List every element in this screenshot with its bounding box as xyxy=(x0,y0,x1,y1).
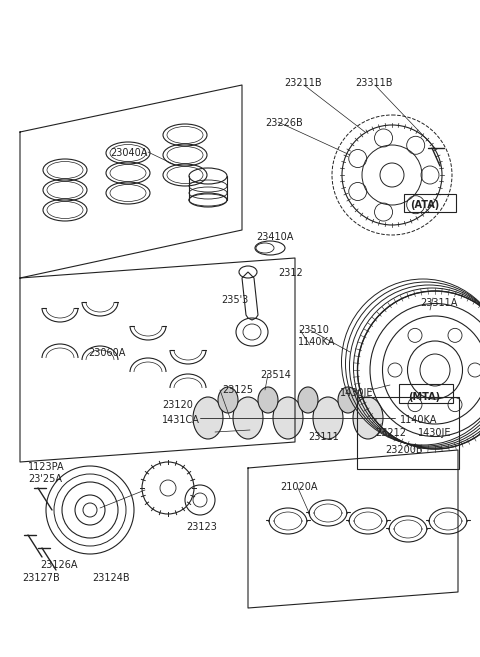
Text: 23060A: 23060A xyxy=(88,348,125,358)
Text: 23120: 23120 xyxy=(162,400,193,410)
Text: 1431CA: 1431CA xyxy=(162,415,200,425)
Text: 23410A: 23410A xyxy=(256,232,293,242)
Text: (MTA): (MTA) xyxy=(408,392,440,402)
Text: 23200B: 23200B xyxy=(385,445,422,455)
Text: (ATA): (ATA) xyxy=(410,200,439,210)
Text: 1430JE: 1430JE xyxy=(418,428,452,438)
Text: 1140KA: 1140KA xyxy=(400,415,437,425)
Text: 235'3: 235'3 xyxy=(221,295,248,305)
Text: 23124B: 23124B xyxy=(92,573,130,583)
Text: 23510: 23510 xyxy=(298,325,329,335)
Ellipse shape xyxy=(338,387,358,413)
Ellipse shape xyxy=(313,397,343,439)
Text: 23126A: 23126A xyxy=(40,560,77,570)
Text: 23040A: 23040A xyxy=(110,148,147,158)
Text: 1140KA: 1140KA xyxy=(298,337,336,347)
Text: 21020A: 21020A xyxy=(280,482,317,492)
Text: 2312: 2312 xyxy=(278,268,303,278)
Text: 23212: 23212 xyxy=(375,428,406,438)
Ellipse shape xyxy=(193,397,223,439)
Ellipse shape xyxy=(258,387,278,413)
Ellipse shape xyxy=(298,387,318,413)
Text: 23127B: 23127B xyxy=(22,573,60,583)
Ellipse shape xyxy=(233,397,263,439)
Text: 23514: 23514 xyxy=(260,370,291,380)
Text: 23125: 23125 xyxy=(222,385,253,395)
Text: 1123PA: 1123PA xyxy=(28,462,65,472)
Text: 23'25A: 23'25A xyxy=(28,474,62,484)
Text: 23311B: 23311B xyxy=(355,78,393,88)
Text: 23211B: 23211B xyxy=(284,78,322,88)
Text: 23111: 23111 xyxy=(308,432,339,442)
Text: 23311A: 23311A xyxy=(420,298,457,308)
Ellipse shape xyxy=(273,397,303,439)
Text: 23123: 23123 xyxy=(186,522,217,532)
Ellipse shape xyxy=(353,397,383,439)
Text: 23226B: 23226B xyxy=(265,118,303,128)
Text: 1430JE: 1430JE xyxy=(340,388,373,398)
Ellipse shape xyxy=(218,387,238,413)
